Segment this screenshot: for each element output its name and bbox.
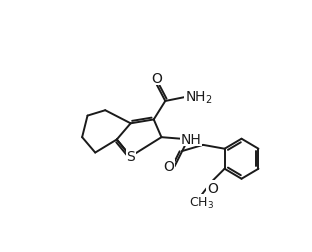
Text: NH: NH <box>181 132 202 146</box>
Text: S: S <box>126 150 135 164</box>
Text: O: O <box>151 72 162 85</box>
Text: O: O <box>207 181 218 195</box>
Text: O: O <box>164 160 174 174</box>
Text: NH$_2$: NH$_2$ <box>184 89 212 106</box>
Text: CH$_3$: CH$_3$ <box>189 195 214 210</box>
